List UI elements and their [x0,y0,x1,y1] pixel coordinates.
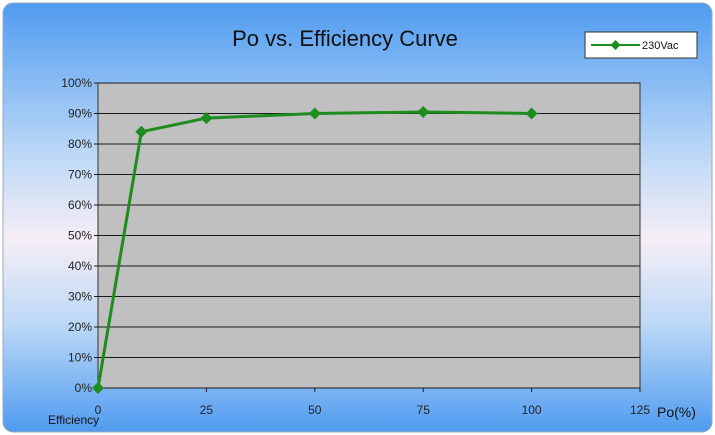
data-point-0-5 [525,107,538,120]
y-tick-label-10: 10% [68,351,92,365]
x-tick-label-75: 75 [417,403,431,417]
legend-label-230vac: 230Vac [642,40,679,52]
y-tick-labels: 0% 10% 20% 30% 40% 50% 60% 70% 80% 90% 100% [61,76,92,395]
x-tick-label-125: 125 [630,403,650,417]
legend-marker-230vac [610,40,621,50]
legend: 230Vac [584,31,698,59]
y-tick-label-0: 0% [75,381,93,395]
y-tick-label-70: 70% [68,168,92,182]
x-tick-label-50: 50 [308,403,322,417]
chart-title: Po vs. Efficiency Curve [232,26,458,51]
x-tick-label-25: 25 [200,403,214,417]
x-tick-label-100: 100 [522,403,542,417]
y-tick-label-50: 50% [68,229,92,243]
y-tick-label-20: 20% [68,320,92,334]
y-tick-label-60: 60% [68,198,92,212]
x-tick-label-0: 0 [95,403,102,417]
y-tick-label-80: 80% [68,137,92,151]
y-tick-label-90: 90% [68,107,92,121]
y-tick-label-40: 40% [68,259,92,273]
data-point-0-3 [308,107,321,120]
x-tick-labels: 0 25 50 75 100 125 [95,403,651,417]
data-point-0-2 [200,112,213,125]
series-layer [92,105,538,394]
data-point-0-0 [92,382,104,394]
y-tick-label-100: 100% [61,76,92,90]
y-tick-label-30: 30% [68,290,92,304]
data-point-0-1 [135,125,148,138]
grid-lines [94,82,641,392]
x-axis-label: Po(%) [657,404,696,420]
data-point-0-4 [417,105,430,118]
series-line-0 [96,110,532,389]
y-axis-label: Efficiency [48,413,99,427]
